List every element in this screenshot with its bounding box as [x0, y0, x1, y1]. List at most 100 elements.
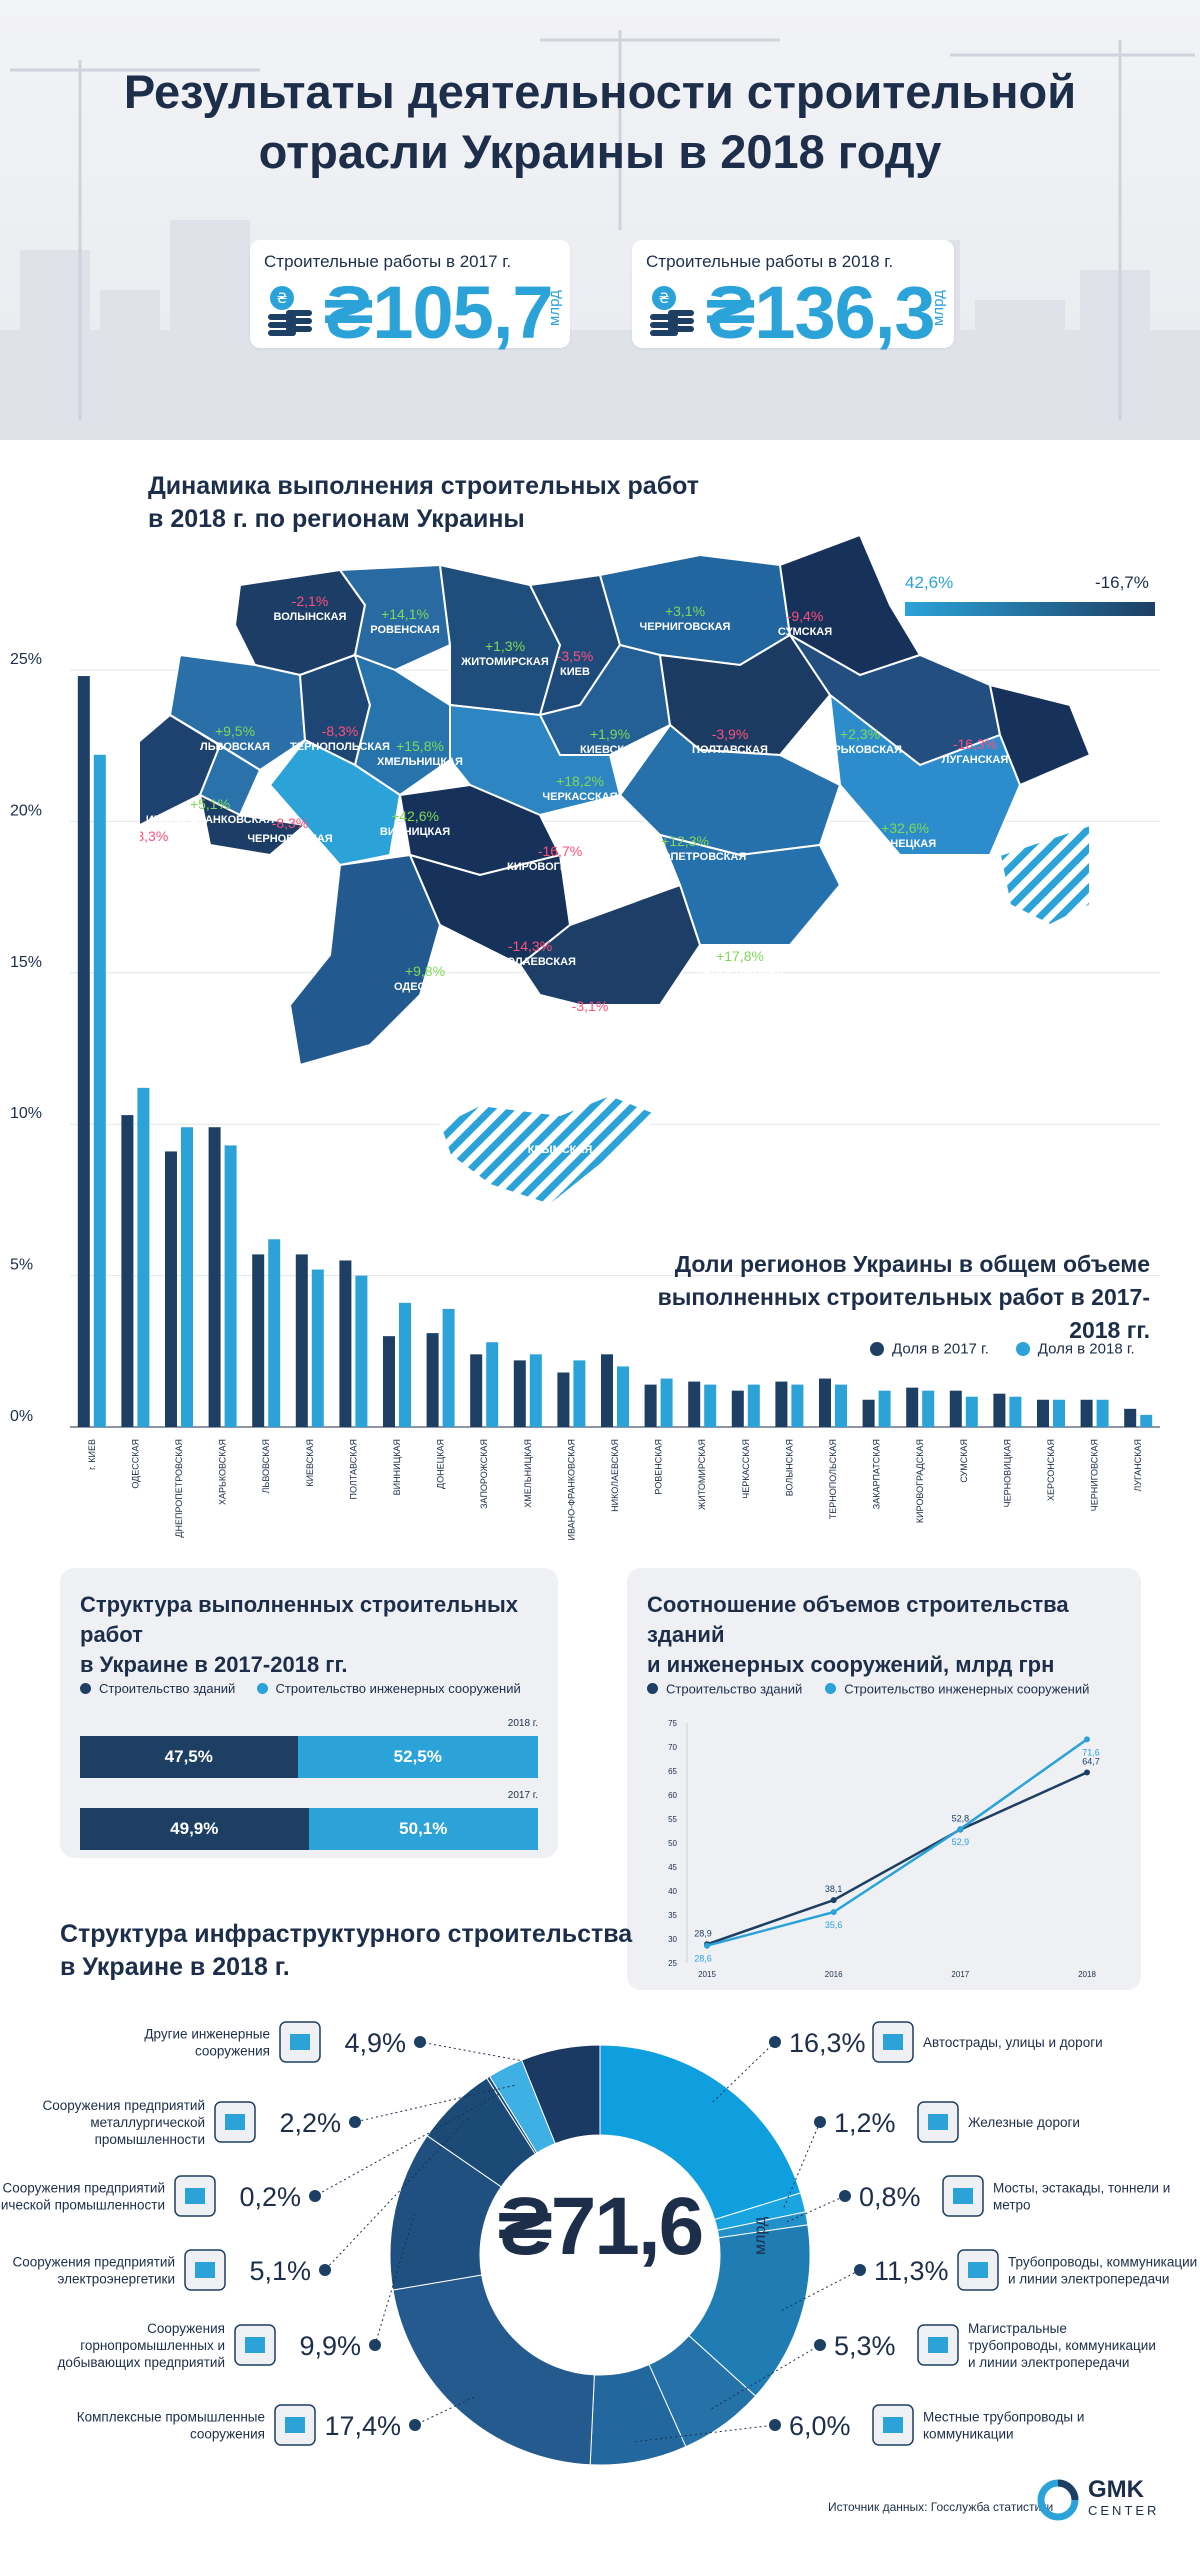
bar-2017	[77, 676, 90, 1427]
bar-2018	[399, 1302, 411, 1427]
region-name-label: ТЕРНОПОЛЬСКАЯ	[290, 741, 390, 753]
category-icon-detail	[883, 2034, 903, 2050]
x-tick-label: КИЕВСКАЯ	[305, 1439, 315, 1487]
y-tick-label: 0%	[10, 1408, 33, 1425]
line-y-tick: 45	[668, 1863, 677, 1872]
bar-2017	[252, 1254, 265, 1427]
donut-leader-line	[711, 2344, 821, 2410]
x-tick-label: ИВАНО-ФРАНКОВСКАЯ	[566, 1439, 576, 1541]
ratio-legend-engineering: Строительство инженерных сооружений	[844, 1681, 1090, 1697]
category-icon-detail	[225, 2114, 245, 2130]
svg-text:₴: ₴	[659, 291, 670, 307]
donut-leader-dot	[319, 2264, 331, 2276]
donut-leader-dot	[769, 2419, 781, 2431]
region-change-label: -16,7%	[538, 843, 582, 859]
donut-category-label: Магистральные	[968, 2321, 1067, 2336]
bar-2017	[775, 1381, 788, 1427]
legend-engineering-label: Строительство инженерных сооружений	[275, 1681, 521, 1697]
x-tick-label: ОДЕССКАЯ	[130, 1439, 140, 1489]
category-icon-detail	[185, 2188, 205, 2204]
donut-category-label: Железные дороги	[968, 2115, 1080, 2130]
line-data-label: 52,9	[952, 1837, 970, 1847]
bar-chart-title: Доли регионов Украины в общем объеме вып…	[657, 1251, 1150, 1343]
line-point	[1084, 1736, 1090, 1743]
bar-2018	[617, 1366, 629, 1427]
donut-pct-label: 2,2%	[279, 2108, 341, 2138]
region-change-label: +1,3%	[485, 638, 525, 654]
region-change-label: +14,1%	[381, 606, 429, 622]
donut-pct-label: 9,9%	[299, 2331, 361, 2361]
donut-category-label: Мосты, эстакады, тоннели и	[993, 2181, 1170, 2196]
header-banner: Результаты деятельности строительной отр…	[0, 0, 1200, 450]
line-engineering	[706, 1738, 1088, 1947]
bar-2018	[747, 1384, 760, 1427]
bar-2018	[573, 1360, 586, 1427]
region-change-label: +1,9%	[590, 726, 630, 742]
region-change-label: +15,8%	[396, 738, 444, 754]
donut-pct-label: 16,3%	[789, 2028, 866, 2058]
stat-unit-2018: млрд	[930, 290, 947, 326]
legend-2018-label: Доля в 2018 г.	[1037, 1340, 1135, 1358]
line-x-tick: 2015	[698, 1970, 716, 1979]
x-tick-label: ХАРЬКОВСКАЯ	[218, 1439, 228, 1505]
donut-category-label: Местные трубопроводы и	[923, 2410, 1084, 2425]
structure-title: Структура выполненных строительных работ…	[80, 1592, 519, 1677]
region-change-label: -3,9%	[712, 726, 749, 742]
donut-category-label: электроэнергетики	[58, 2272, 175, 2287]
line-point	[1084, 1769, 1090, 1776]
legend-2017-dot	[870, 1341, 884, 1356]
region-change-label: -9,4%	[787, 608, 824, 624]
line-y-tick: 25	[668, 1959, 677, 1968]
crimea-hatch	[438, 1093, 662, 1207]
bar-2017	[644, 1384, 657, 1427]
svg-text:₴: ₴	[277, 291, 288, 307]
bar-2018	[442, 1308, 455, 1427]
donut-leader-dot	[349, 2116, 361, 2128]
donut-category-label: Сооружения предприятий	[13, 2255, 175, 2270]
region-name-label: КИЕВСКАЯ	[580, 744, 640, 756]
region-name-label: ДОНЕЦКАЯ	[874, 838, 936, 850]
donut-pct-label: 5,3%	[834, 2331, 896, 2361]
bar-2017-buildings: 49,9%	[80, 1808, 309, 1850]
line-y-tick: 35	[668, 1911, 677, 1920]
donut-leader-line	[419, 2041, 565, 2069]
bar-2018	[1053, 1399, 1065, 1427]
region-change-label: -8,3%	[272, 815, 309, 831]
donut-category-label: сооружения	[195, 2044, 270, 2059]
region-name-label: КИРОВОГРАДСКАЯ	[507, 861, 613, 873]
bar-2017-engineering: 50,1%	[308, 1808, 538, 1850]
y-tick-label: 5%	[10, 1257, 33, 1274]
line-data-label: 38,1	[825, 1884, 843, 1894]
x-tick-label: ТЕРНОПОЛЬСКАЯ	[828, 1439, 838, 1519]
stat-unit-2017: млрд	[546, 290, 563, 326]
data-source: Источник данных: Госслужба статистики	[828, 2500, 1054, 2514]
x-tick-label: ДОНЕЦКАЯ	[436, 1439, 446, 1489]
region-name-label: ХАРЬКОВСКАЯ	[818, 744, 902, 756]
region-change-label: +17,8%	[716, 948, 764, 964]
x-tick-label: ХМЕЛЬНИЦКАЯ	[523, 1439, 533, 1508]
donut-pct-label: 0,8%	[859, 2182, 921, 2212]
bar-2018	[878, 1390, 891, 1427]
region-change-label: -2,1%	[292, 593, 329, 609]
line-x-tick: 2018	[1078, 1970, 1096, 1979]
region-name-label: СУМСКАЯ	[778, 626, 832, 638]
donut-category-label: и линии электропередачи	[1008, 2272, 1169, 2287]
x-tick-label: ЖИТОМИРСКАЯ	[697, 1439, 707, 1510]
donut-category-label: химической промышленности	[0, 2198, 165, 2213]
bar-2018	[1009, 1396, 1022, 1427]
x-tick-label: ВОЛЫНСКАЯ	[784, 1439, 794, 1496]
bar-2018	[660, 1378, 673, 1427]
donut-category-label: и линии электропередачи	[968, 2355, 1129, 2370]
line-y-tick: 65	[668, 1767, 677, 1776]
region-name-label: ЧЕРНОВИЦКАЯ	[247, 833, 332, 845]
map-region-shape	[198, 793, 308, 857]
line-data-label: 28,6	[694, 1954, 712, 1964]
region-change-label: +42,6%	[391, 808, 439, 824]
donut-leader-dot	[409, 2419, 421, 2431]
bar-2017	[688, 1381, 701, 1427]
bar-2018	[704, 1384, 717, 1427]
line-data-label: 35,6	[825, 1920, 843, 1930]
line-y-tick: 70	[668, 1743, 677, 1752]
line-buildings	[706, 1771, 1088, 1946]
donut-leader-line	[414, 2396, 475, 2426]
